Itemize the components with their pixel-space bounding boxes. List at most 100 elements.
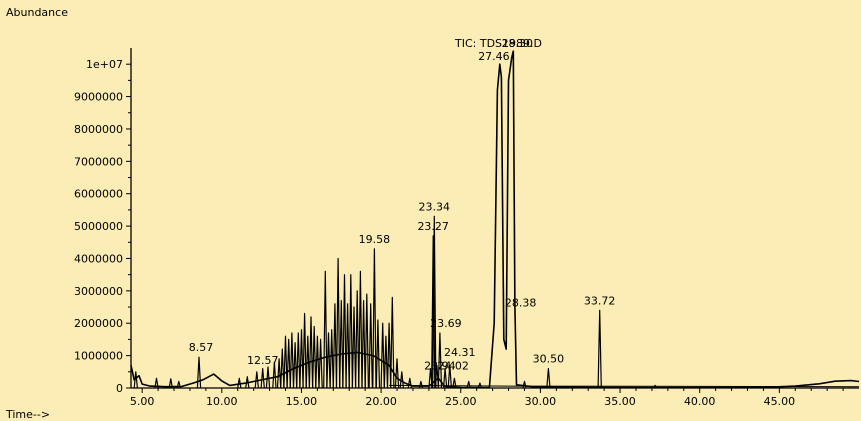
y-tick-label: 1e+07 bbox=[86, 58, 123, 71]
peak bbox=[133, 371, 138, 389]
peak bbox=[289, 332, 295, 389]
peak bbox=[335, 257, 341, 389]
peak bbox=[345, 303, 350, 389]
tic-trace bbox=[130, 50, 860, 389]
y-tick-label: 3000000 bbox=[74, 285, 123, 298]
peak bbox=[351, 306, 357, 389]
peak bbox=[375, 319, 381, 389]
peak-labels: 8.5712.5719.5823.3423.2723.6924.3123.942… bbox=[189, 37, 616, 372]
peak-label: 33.72 bbox=[584, 294, 616, 307]
peak bbox=[283, 335, 288, 389]
peak-label: 28.30 bbox=[502, 37, 534, 50]
peak bbox=[431, 235, 436, 389]
x-tick-label: 15.00 bbox=[286, 395, 318, 408]
peak bbox=[280, 348, 285, 389]
peak bbox=[245, 376, 250, 389]
peak-label: 8.57 bbox=[189, 341, 214, 354]
peak bbox=[418, 380, 424, 389]
peak bbox=[466, 380, 471, 389]
peak-label: 28.38 bbox=[505, 296, 537, 309]
x-tick-label: 40.00 bbox=[684, 395, 716, 408]
peak bbox=[368, 303, 373, 389]
peak bbox=[196, 356, 202, 389]
peak-label: 24.02 bbox=[437, 359, 469, 372]
peak-label: 23.69 bbox=[430, 317, 462, 330]
peak bbox=[546, 368, 551, 389]
peak bbox=[154, 377, 159, 389]
peak bbox=[342, 274, 347, 389]
peak bbox=[312, 325, 317, 389]
peak bbox=[339, 300, 344, 389]
peak bbox=[597, 309, 602, 389]
peak bbox=[355, 290, 360, 389]
peak bbox=[168, 378, 173, 389]
x-axis-title: Time--> bbox=[5, 408, 50, 421]
peak-label: 27.46 bbox=[478, 50, 510, 63]
peak bbox=[477, 382, 483, 389]
peak bbox=[399, 371, 404, 389]
peak bbox=[361, 300, 366, 389]
y-tick-label: 5000000 bbox=[74, 220, 123, 233]
peak bbox=[386, 322, 392, 389]
peak bbox=[383, 335, 389, 389]
x-tick-label: 45.00 bbox=[764, 395, 796, 408]
peak bbox=[407, 377, 412, 389]
peak bbox=[260, 368, 265, 389]
peak bbox=[452, 377, 457, 389]
y-tick-label: 1000000 bbox=[74, 350, 123, 363]
peak bbox=[394, 358, 400, 389]
peak bbox=[286, 338, 291, 389]
peak bbox=[176, 380, 181, 389]
x-tick-label: 5.00 bbox=[130, 395, 155, 408]
peak-label: 23.94 bbox=[424, 359, 456, 372]
peak bbox=[432, 215, 437, 389]
x-tick-label: 10.00 bbox=[206, 395, 238, 408]
peak bbox=[323, 270, 328, 389]
peak bbox=[265, 366, 271, 389]
peak-label: 23.27 bbox=[417, 220, 449, 233]
ticks: 0 1000000 2000000 3000000 4000000 5000000 6000… bbox=[74, 58, 844, 408]
peak-label: 12.57 bbox=[247, 354, 279, 367]
peak bbox=[372, 248, 377, 389]
peak bbox=[652, 384, 658, 389]
peak-label: 30.50 bbox=[533, 353, 565, 366]
peak bbox=[296, 332, 301, 389]
peak bbox=[522, 380, 527, 389]
x-tick-label: 20.00 bbox=[365, 395, 397, 408]
chart-title: TIC: TDS1989.D bbox=[454, 37, 542, 50]
peak bbox=[318, 338, 323, 389]
peak bbox=[332, 303, 338, 389]
peak bbox=[329, 329, 334, 389]
x-tick-label: 30.00 bbox=[525, 395, 557, 408]
peak bbox=[390, 296, 395, 389]
tic-baseline bbox=[130, 50, 860, 389]
peak-label: 23.34 bbox=[419, 200, 451, 213]
x-tick-label: 35.00 bbox=[604, 395, 636, 408]
peak-label: 19.58 bbox=[359, 233, 391, 246]
peak bbox=[292, 342, 298, 389]
peak bbox=[442, 368, 448, 389]
x-tick-label: 25.00 bbox=[445, 395, 477, 408]
peak bbox=[358, 270, 363, 389]
y-tick-label: 6000000 bbox=[74, 188, 123, 201]
peak-label: 24.31 bbox=[444, 346, 476, 359]
peak bbox=[348, 274, 353, 389]
peak bbox=[447, 364, 452, 389]
peak bbox=[364, 293, 369, 389]
y-tick-label: 0 bbox=[116, 382, 123, 395]
y-axis-title: Abundance bbox=[6, 6, 68, 19]
peak bbox=[308, 316, 314, 389]
y-tick-label: 4000000 bbox=[74, 252, 123, 265]
peak bbox=[302, 312, 307, 389]
peak bbox=[272, 361, 277, 389]
peak bbox=[276, 358, 282, 389]
peak bbox=[237, 377, 242, 389]
peak bbox=[437, 332, 443, 389]
y-tick-label: 2000000 bbox=[74, 317, 123, 330]
peak bbox=[254, 371, 259, 389]
peak bbox=[305, 335, 310, 389]
y-tick-label: 9000000 bbox=[74, 91, 123, 104]
y-tick-label: 7000000 bbox=[74, 155, 123, 168]
tic-secondary-trace bbox=[389, 384, 860, 388]
peak bbox=[380, 322, 385, 389]
